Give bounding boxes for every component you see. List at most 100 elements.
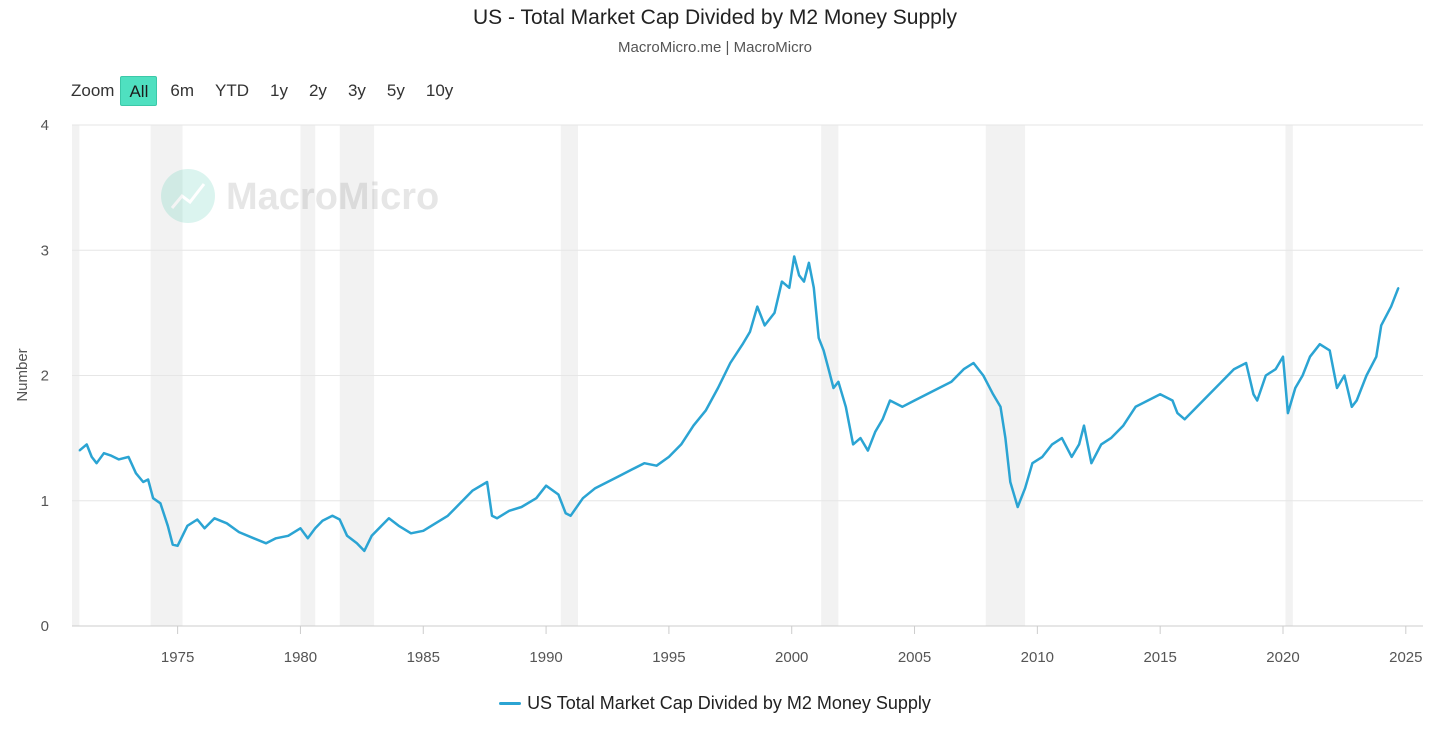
data-point — [1110, 437, 1112, 439]
data-point — [668, 456, 670, 458]
data-point — [569, 514, 572, 517]
data-point — [803, 280, 805, 283]
data-point — [1375, 355, 1378, 358]
zoom-3y-button[interactable]: 3y — [347, 81, 366, 100]
data-point — [763, 324, 766, 327]
x-tick-label: 1990 — [529, 649, 562, 666]
data-point — [321, 519, 324, 522]
axes: 0 1 2 3 4 1975 1980 1985 1990 1995 2000 2005 2010 201… — [41, 117, 1423, 666]
chart-subtitle: MacroMicro.me | MacroMicro — [618, 39, 812, 56]
data-point — [938, 387, 940, 389]
data-point — [338, 518, 341, 521]
data-point — [1309, 355, 1311, 358]
data-point — [1208, 393, 1211, 396]
data-point — [729, 362, 732, 364]
data-point — [1061, 437, 1063, 439]
data-point — [434, 522, 437, 525]
x-tick-label: 1975 — [161, 649, 194, 666]
zoom-1y-button[interactable]: 1y — [270, 81, 288, 100]
data-point — [717, 387, 719, 389]
watermark: MacroMicro — [161, 169, 439, 223]
watermark-text: MacroMicro — [226, 176, 439, 218]
data-point — [781, 280, 783, 283]
data-point — [1245, 362, 1247, 364]
data-point — [852, 443, 854, 446]
data-point — [147, 478, 149, 481]
data-point — [265, 542, 267, 545]
data-point — [186, 525, 189, 527]
data-point — [459, 502, 461, 505]
x-tick-label: 1980 — [284, 649, 317, 666]
legend[interactable]: US Total Market Cap Divided by M2 Money … — [0, 693, 1430, 714]
data-point — [1134, 406, 1137, 408]
x-tick-label: 2020 — [1266, 649, 1299, 666]
data-point — [913, 399, 916, 402]
zoom-2y-button[interactable]: 2y — [308, 81, 327, 100]
data-point — [1282, 355, 1284, 358]
data-point — [1004, 437, 1007, 439]
data-point — [447, 514, 449, 517]
data-point — [1070, 456, 1073, 458]
data-point — [982, 374, 985, 377]
data-point — [171, 543, 174, 546]
data-point — [999, 406, 1002, 408]
zoom-10y-button[interactable]: 10y — [425, 81, 454, 100]
data-point — [252, 537, 255, 540]
data-point — [1159, 393, 1161, 396]
data-point — [127, 456, 130, 458]
data-point — [631, 468, 633, 471]
data-point — [117, 458, 120, 461]
data-point — [78, 449, 81, 452]
x-tick-label: 2000 — [775, 649, 808, 666]
data-point — [410, 532, 412, 535]
data-point — [307, 537, 309, 540]
data-point — [837, 380, 840, 383]
legend-item-label[interactable]: US Total Market Cap Divided by M2 Money … — [527, 693, 931, 713]
data-point — [1256, 399, 1258, 402]
data-point — [874, 431, 877, 433]
data-point — [692, 424, 695, 427]
data-point — [380, 525, 383, 527]
data-point — [1274, 368, 1277, 371]
data-point — [238, 531, 240, 533]
macromicro-logo-icon — [161, 169, 215, 223]
data-point — [299, 527, 302, 530]
data-point — [85, 443, 88, 446]
chart-title: US - Total Market Cap Divided by M2 Mone… — [473, 6, 957, 29]
data-point — [643, 462, 646, 464]
data-point — [1009, 481, 1012, 483]
data-point — [756, 305, 759, 308]
data-point — [1336, 387, 1338, 389]
data-point — [901, 406, 904, 408]
data-point — [1252, 393, 1255, 396]
zoom-6m-button[interactable]: 6m — [170, 81, 194, 100]
data-point — [1319, 343, 1321, 345]
logo-chart-mark — [170, 183, 206, 209]
data-point — [1183, 418, 1186, 421]
data-point — [1390, 305, 1392, 308]
data-point — [582, 497, 584, 500]
data-point — [110, 454, 113, 457]
data-point — [557, 493, 560, 496]
data-point — [749, 330, 751, 333]
y-tick-label: 2 — [41, 368, 49, 385]
data-point — [889, 399, 891, 402]
data-point — [1090, 462, 1093, 464]
data-point — [1031, 462, 1034, 464]
data-point — [1051, 443, 1053, 446]
data-point — [520, 506, 523, 508]
data-point — [275, 537, 277, 540]
y-tick-label: 3 — [41, 242, 49, 259]
data-point — [1041, 456, 1044, 458]
data-point — [867, 449, 869, 452]
data-point — [545, 484, 547, 487]
y-tick-label: 0 — [41, 618, 49, 635]
data-point — [356, 542, 358, 545]
zoom-ytd-button[interactable]: YTD — [215, 81, 249, 100]
data-point — [422, 530, 425, 532]
zoom-5y-button[interactable]: 5y — [386, 81, 405, 100]
data-point — [370, 535, 373, 537]
data-point — [1264, 374, 1267, 377]
zoom-all-button[interactable]: All — [120, 76, 158, 106]
